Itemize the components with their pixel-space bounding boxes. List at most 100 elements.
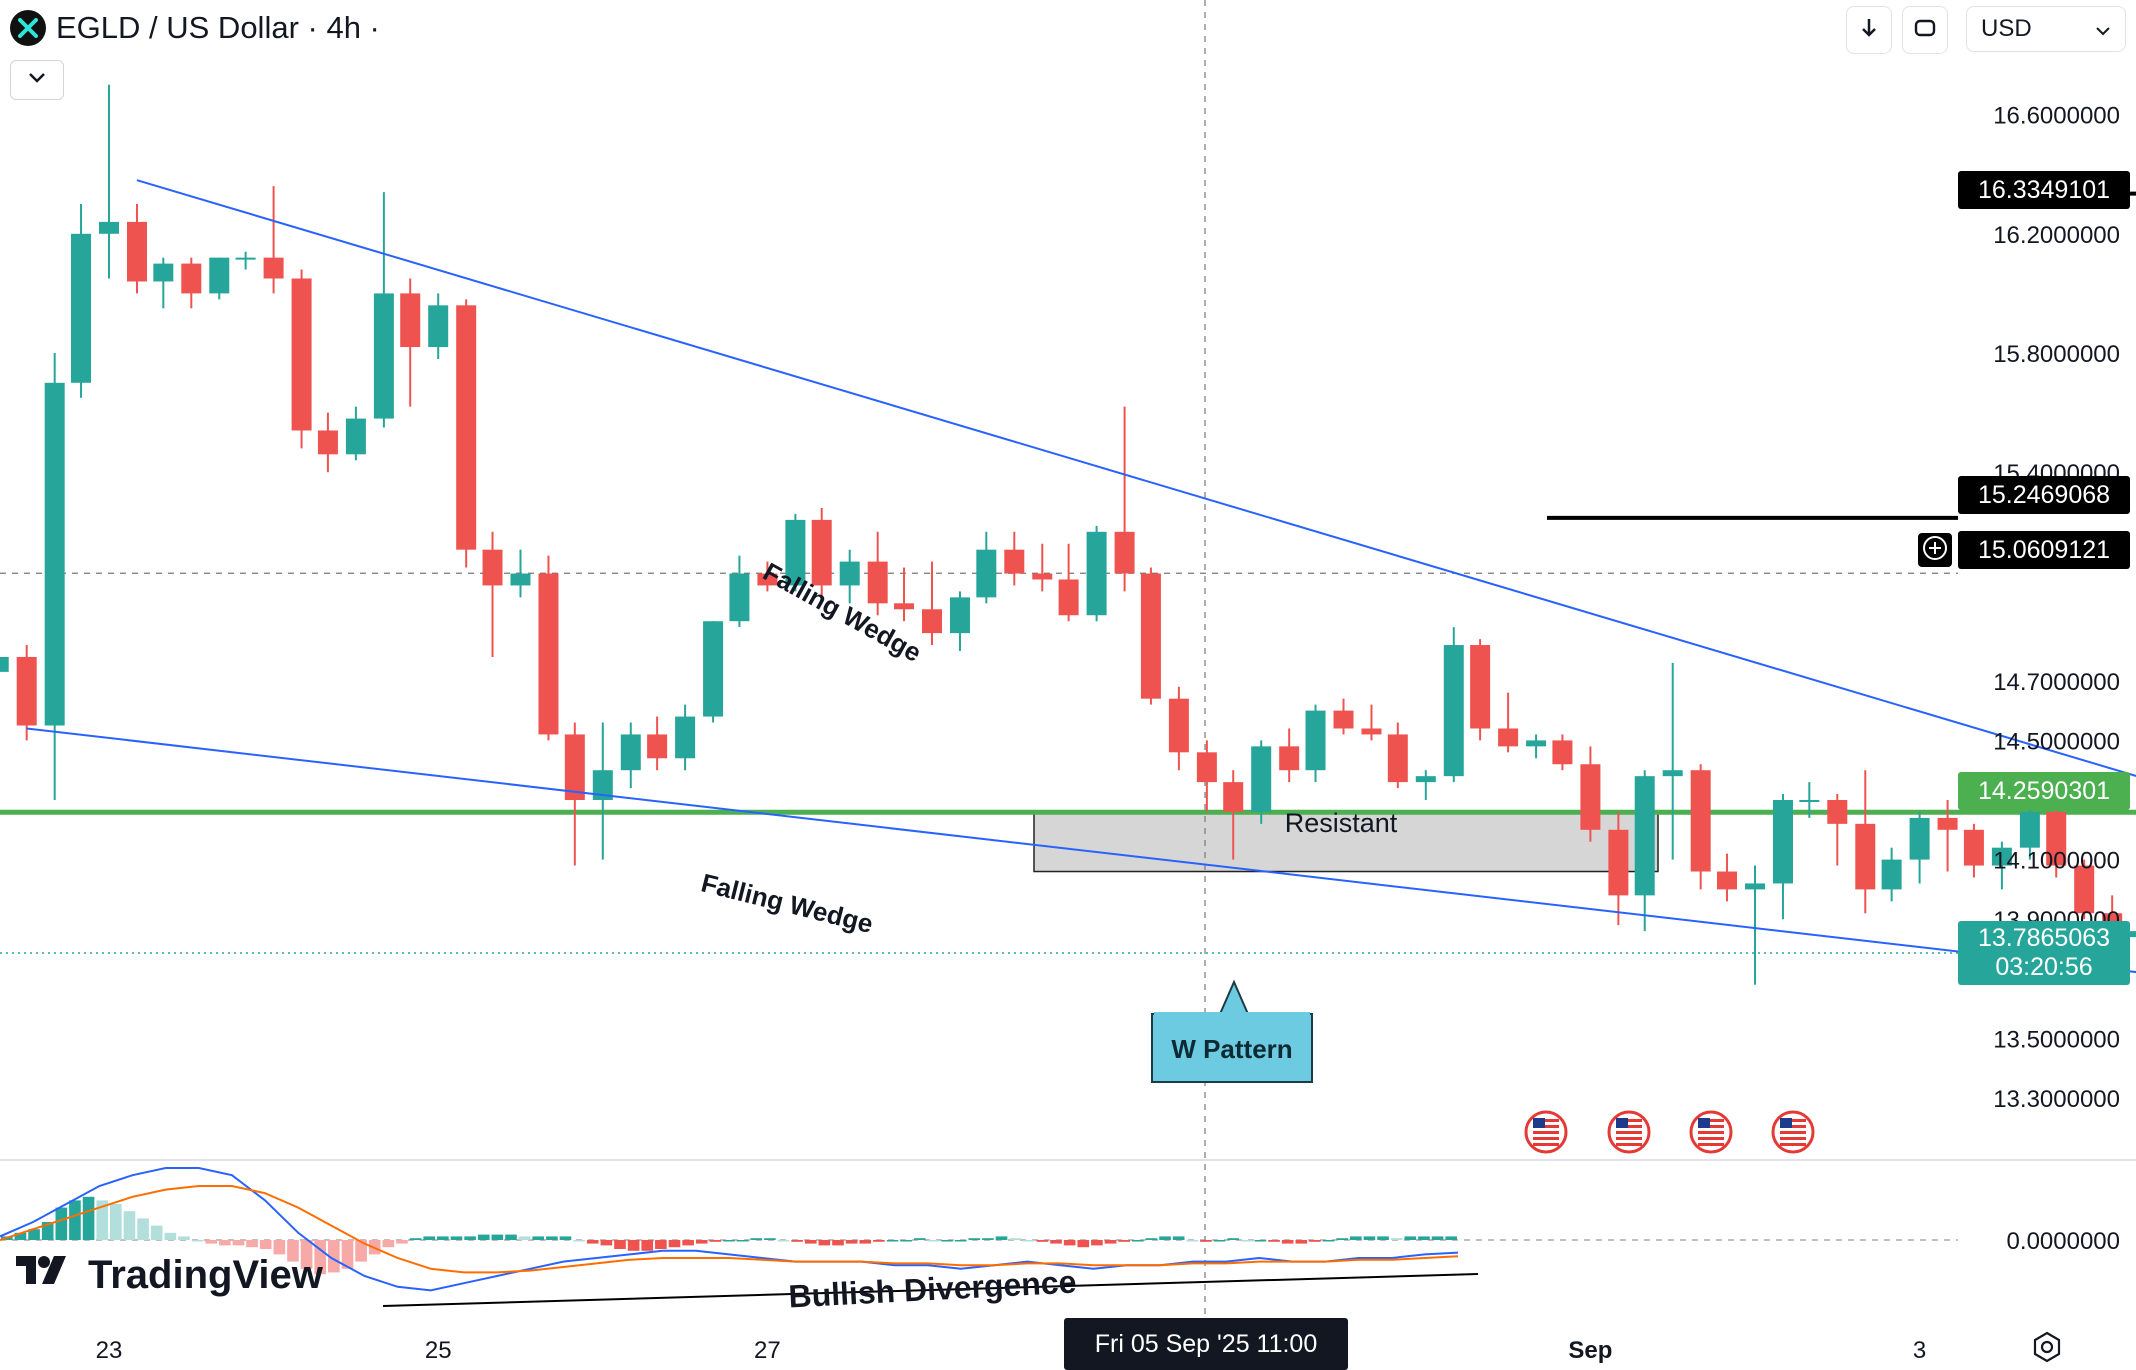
candle: [1937, 800, 1958, 872]
candle: [1361, 704, 1382, 741]
divergence-trendline: [382, 1273, 1479, 1307]
target-mid-price-tag: 15.2469068: [1958, 476, 2130, 514]
macd-histogram-bar: [205, 1240, 218, 1244]
candle: [703, 621, 724, 723]
time-axis-label: Sep: [1568, 1337, 1612, 1364]
candle: [1634, 770, 1655, 932]
flag-stripe: [1533, 1137, 1559, 1140]
collapse-legend-button[interactable]: [10, 60, 64, 100]
candle-body: [1333, 710, 1354, 729]
flag-stripe: [1698, 1125, 1724, 1128]
macd-histogram-bar: [1349, 1236, 1362, 1240]
candle: [153, 257, 174, 309]
macd-histogram-bar: [477, 1234, 490, 1240]
candle: [1881, 847, 1902, 902]
macd-histogram-bar: [1295, 1240, 1308, 1244]
flag-canton: [1533, 1118, 1545, 1128]
candle-body: [373, 293, 394, 419]
flag-stripe: [1780, 1131, 1806, 1134]
macd-histogram-bar: [1200, 1240, 1212, 1242]
candle: [620, 722, 641, 789]
candle: [1114, 406, 1135, 592]
add-alert-button[interactable]: [1918, 533, 1952, 567]
candle: [538, 555, 559, 741]
macd-histogram-bar: [845, 1240, 858, 1244]
macd-histogram-bar: [559, 1236, 572, 1240]
current-price-value: 13.7865063: [1977, 924, 2111, 952]
candle: [1086, 525, 1107, 622]
candle: [235, 251, 256, 270]
macd-histogram-bar: [341, 1240, 354, 1269]
macd-histogram-bar: [791, 1240, 803, 1242]
macd-histogram-bar: [1363, 1236, 1376, 1240]
flag-stripe: [1616, 1125, 1642, 1128]
candle-body: [1526, 740, 1547, 747]
candle-body: [2046, 811, 2067, 866]
macd-histogram-bar: [382, 1240, 395, 1248]
candle: [345, 406, 366, 461]
candle: [1223, 770, 1244, 860]
candle-body: [785, 519, 806, 586]
candle-body: [181, 263, 202, 294]
download-button[interactable]: [1846, 6, 1892, 54]
macd-histogram-bar: [886, 1240, 899, 1242]
candle-body: [949, 597, 970, 634]
candle-body: [1690, 770, 1711, 872]
macd-histogram-bar: [777, 1240, 790, 1242]
candle: [1140, 567, 1161, 705]
candle: [922, 561, 942, 646]
macd-histogram-bar: [1254, 1240, 1267, 1242]
candle-body: [44, 382, 65, 726]
candle: [456, 299, 477, 568]
candle-body: [1168, 698, 1189, 753]
candle-body: [2019, 811, 2040, 848]
candle-body: [99, 221, 119, 234]
candle: [1855, 770, 1876, 914]
macd-histogram-bar: [546, 1236, 558, 1240]
crosshair-time-label: Fri 05 Sep '25 11:00: [1064, 1318, 1348, 1370]
macd-histogram-bar: [1322, 1240, 1335, 1242]
candle: [2128, 931, 2136, 938]
flag-stripe: [1533, 1119, 1559, 1122]
macd-histogram-bar: [736, 1240, 749, 1242]
us-flag-icon: [1607, 1110, 1651, 1154]
candle-body: [71, 233, 92, 383]
flag-stripe: [1616, 1119, 1642, 1122]
candle: [949, 591, 970, 651]
target-high-price-tag: 16.3349101: [1958, 171, 2130, 209]
macd-histogram-bar: [96, 1200, 109, 1240]
divergence-label: Bullish Divergence: [788, 1264, 1078, 1315]
macd-histogram-bar: [1445, 1236, 1457, 1240]
candle: [1772, 794, 1793, 920]
macd-histogram-bar: [1418, 1236, 1430, 1240]
macd-histogram-bar: [450, 1236, 463, 1240]
download-arrow-icon: [1859, 16, 1879, 45]
wedge-upper-line: [136, 179, 2136, 777]
flag-stripe: [1698, 1119, 1724, 1122]
candle: [263, 186, 284, 294]
candle-body: [1881, 859, 1902, 890]
candle: [0, 656, 9, 672]
candle-body: [317, 430, 338, 455]
flag-stripe: [1780, 1137, 1806, 1140]
macd-histogram-bar: [1240, 1240, 1253, 1242]
candle-body: [647, 734, 668, 759]
currency-select[interactable]: USD: [1966, 6, 2126, 52]
candle: [482, 531, 503, 657]
macd-histogram-bar: [818, 1240, 831, 1246]
candle-body: [1114, 531, 1135, 574]
symbol-title[interactable]: EGLD / US Dollar · 4h ·: [56, 10, 380, 45]
chart-settings-button[interactable]: [2030, 1330, 2064, 1369]
macd-histogram-bar: [954, 1240, 967, 1242]
candle-body: [976, 549, 997, 598]
macd-histogram-bar: [1390, 1238, 1403, 1240]
candle: [1909, 811, 1930, 884]
candle-body: [867, 561, 888, 604]
candle-body: [2128, 931, 2136, 938]
candle-body: [1937, 817, 1958, 830]
macd-histogram-bar: [927, 1240, 940, 1242]
candle-body: [1634, 776, 1655, 896]
bar-countdown: 03:20:56: [1995, 953, 2093, 981]
fullscreen-button[interactable]: [1902, 6, 1948, 54]
